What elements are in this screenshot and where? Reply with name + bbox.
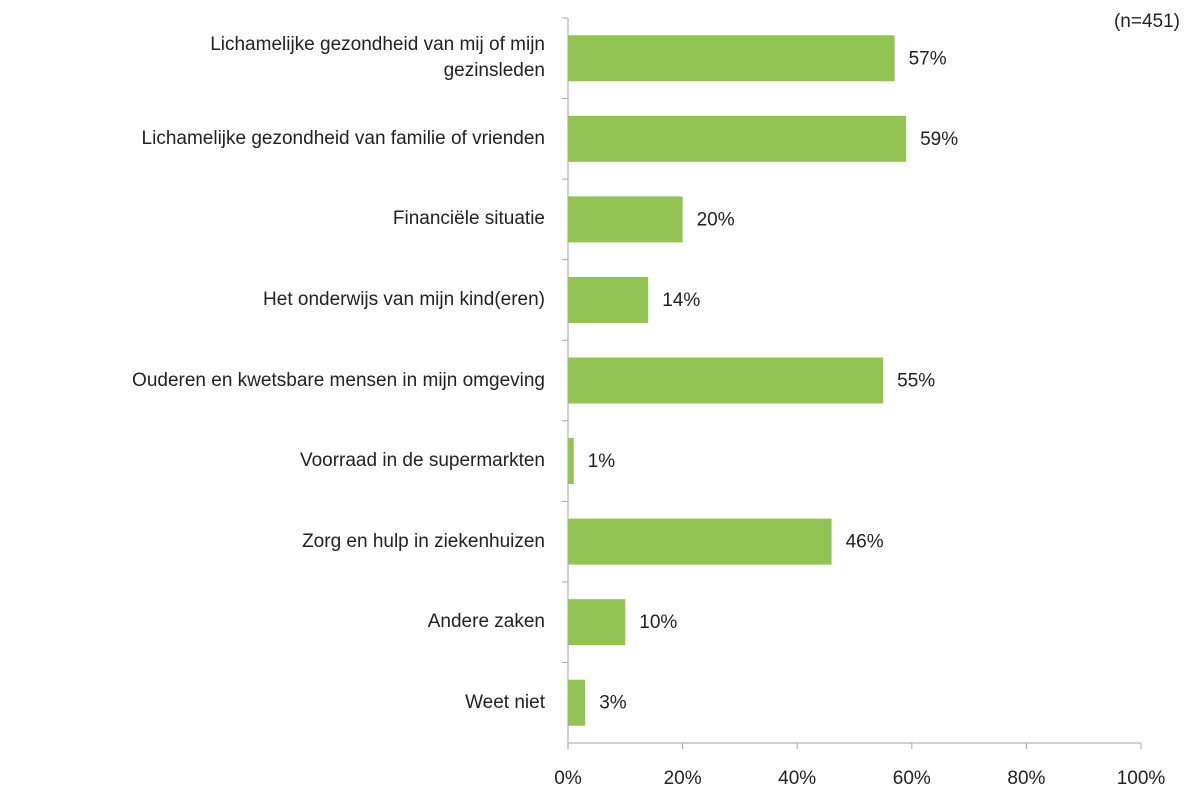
value-label: 3% xyxy=(599,693,627,714)
bar xyxy=(568,35,895,82)
category-label: Lichamelijke gezondheid van familie of v… xyxy=(141,127,545,149)
bar xyxy=(568,357,884,404)
value-label: 57% xyxy=(909,48,947,69)
category-label: Ouderen en kwetsbare mensen in mijn omge… xyxy=(132,369,545,391)
bar xyxy=(568,115,907,162)
category-label: Andere zaken xyxy=(427,611,545,633)
x-tick-label: 0% xyxy=(554,768,582,789)
category-label: Weet niet xyxy=(465,691,545,713)
category-label: Lichamelijke gezondheid van mij of mijn … xyxy=(210,34,545,82)
bar xyxy=(568,679,586,726)
bar xyxy=(568,518,832,565)
category-label: Zorg en hulp in ziekenhuizen xyxy=(302,530,545,552)
category-label: Het onderwijs van mijn kind(eren) xyxy=(263,288,545,310)
x-tick-label: 60% xyxy=(893,768,931,789)
value-label: 20% xyxy=(697,209,735,230)
bar xyxy=(568,276,649,323)
annotation: (n=451) xyxy=(1114,11,1180,32)
x-tick-label: 100% xyxy=(1117,768,1166,789)
x-tick-label: 40% xyxy=(778,768,816,789)
bar xyxy=(568,196,683,243)
value-label: 59% xyxy=(920,129,958,150)
bar xyxy=(568,438,574,485)
category-label: Financiële situatie xyxy=(392,208,545,230)
value-label: 46% xyxy=(846,532,884,553)
category-label: Voorraad in de supermarkten xyxy=(299,450,545,472)
value-label: 55% xyxy=(897,371,935,392)
x-tick-label: 20% xyxy=(664,768,702,789)
value-label: 10% xyxy=(639,612,677,633)
value-label: 1% xyxy=(588,451,616,472)
value-label: 14% xyxy=(662,290,700,311)
x-tick-label: 80% xyxy=(1007,768,1045,789)
bar xyxy=(568,599,626,646)
